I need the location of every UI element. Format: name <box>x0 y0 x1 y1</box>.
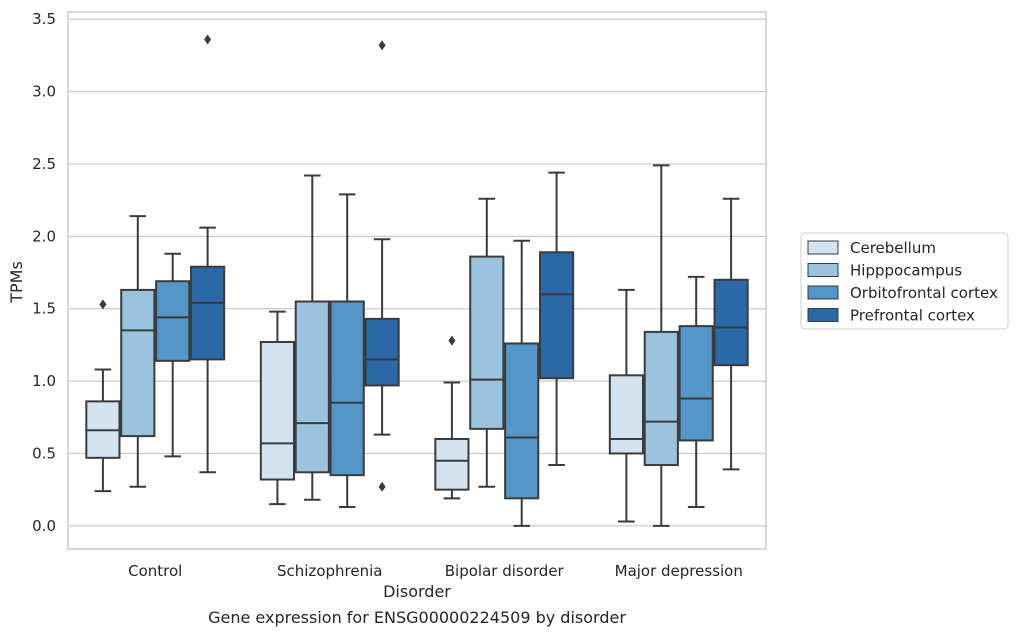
legend-swatch <box>807 308 839 322</box>
box-2-3 <box>539 171 575 467</box>
legend-swatch <box>807 263 839 277</box>
x-tick-label: Control <box>128 562 182 580</box>
x-tick-label: Bipolar disorder <box>445 562 565 580</box>
box-2-0 <box>434 335 470 500</box>
box-body <box>329 300 365 477</box>
box-3-2 <box>678 275 714 509</box>
box-body <box>643 330 679 467</box>
box-1-2 <box>329 193 365 509</box>
y-tick-label: 1.0 <box>32 372 56 390</box>
y-tick-labels: 0.0 0.5 1.0 1.5 2.0 2.5 3.0 3.5 <box>32 10 56 535</box>
legend-swatch <box>807 240 839 255</box>
y-axis-label: TPMs <box>7 261 26 304</box>
box-body <box>434 437 470 491</box>
box-2-2 <box>504 239 540 527</box>
box-body <box>469 255 505 430</box>
box-0-3 <box>190 34 226 474</box>
box-3-1 <box>643 164 679 527</box>
x-tick-label: Major depression <box>615 562 743 580</box>
y-tick-label: 1.5 <box>32 300 56 318</box>
plot-frame <box>67 11 767 550</box>
box-groups <box>85 34 749 527</box>
y-tick-label: 0.0 <box>32 517 56 535</box>
box-body <box>294 300 330 474</box>
box-0-0 <box>85 299 121 493</box>
outlier-point <box>378 40 386 51</box>
outlier-point <box>448 335 456 346</box>
box-body <box>155 280 191 362</box>
box-1-1 <box>294 174 330 501</box>
box-body <box>190 265 226 361</box>
outlier-point <box>99 299 107 310</box>
box-body <box>120 288 156 438</box>
x-tick-labels: Control Schizophrenia Bipolar disorder Majo… <box>128 562 743 580</box>
box-2-1 <box>469 197 505 488</box>
y-tick-label: 2.0 <box>32 227 56 245</box>
y-tick-label: 2.5 <box>32 155 56 173</box>
box-0-1 <box>120 215 156 488</box>
legend-label: Prefrontal cortex <box>850 307 975 325</box>
box-body <box>504 342 540 500</box>
y-tick-label: 3.5 <box>32 10 56 28</box>
legend-label: Hipppocampus <box>850 262 962 280</box>
box-body <box>678 325 714 442</box>
outlier-point <box>378 481 386 492</box>
box-1-0 <box>259 310 295 506</box>
x-tick-label: Schizophrenia <box>277 562 382 580</box>
legend: Cerebellum Hipppocampus Orbitofrontal cort… <box>800 232 1009 330</box>
box-body <box>364 317 400 387</box>
box-body <box>608 374 644 455</box>
y-tick-label: 0.5 <box>32 444 56 462</box>
box-3-0 <box>608 288 644 523</box>
box-body <box>539 251 575 380</box>
y-tick-label: 3.0 <box>32 83 56 101</box>
chart-caption: Gene expression for ENSG00000224509 by d… <box>208 608 626 627</box>
outlier-point <box>204 34 212 45</box>
box-0-2 <box>155 252 191 458</box>
legend-label: Cerebellum <box>850 239 936 257</box>
legend-box <box>800 232 1009 330</box>
legend-swatch <box>807 285 839 300</box>
box-1-3 <box>364 40 400 492</box>
legend-label: Orbitofrontal cortex <box>850 284 998 302</box>
box-3-3 <box>713 197 749 471</box>
x-axis-label: Disorder <box>383 582 451 601</box>
box-body <box>713 278 749 367</box>
box-body <box>259 341 295 481</box>
